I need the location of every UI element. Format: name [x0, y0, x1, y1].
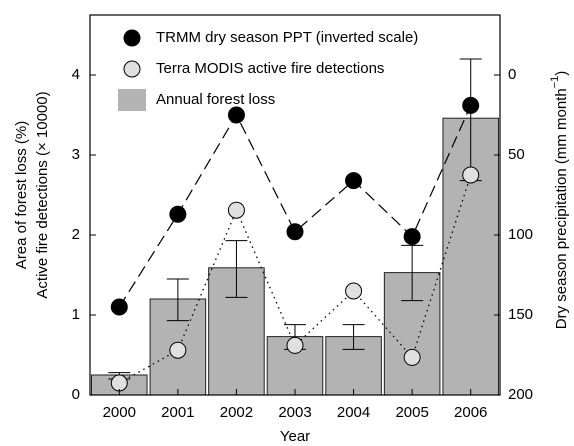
- error-bar: [166, 278, 189, 322]
- point: [462, 166, 480, 184]
- y-tick-label: 4: [72, 66, 80, 83]
- y-tick-label: 3: [72, 146, 80, 163]
- legend-swatch: [123, 60, 141, 78]
- legend-label: TRMM dry season PPT (inverted scale): [156, 29, 418, 46]
- y2-tick-label: 150: [508, 306, 533, 323]
- legend-label: Terra MODIS active fire detections: [156, 60, 384, 77]
- error-bar: [225, 240, 248, 298]
- point: [345, 282, 363, 300]
- y2-tick-label: 200: [508, 386, 533, 403]
- x-axis-label: Year: [280, 428, 310, 445]
- y-axis-label: Active fire detections (× 10000): [34, 91, 51, 298]
- x-tick-label: 2002: [220, 404, 253, 421]
- x-tick-label: 2001: [161, 404, 194, 421]
- y-axis-label: Area of forest loss (%): [13, 121, 30, 269]
- point: [110, 298, 128, 316]
- x-tick-label: 2006: [454, 404, 487, 421]
- point: [110, 374, 128, 392]
- y2-tick-label: 0: [508, 66, 516, 83]
- legend-swatch: [123, 29, 141, 47]
- y2-axis-label: Dry season precipitation (mm month−1): [549, 71, 570, 329]
- point: [286, 223, 304, 241]
- point: [227, 106, 245, 124]
- y-tick-label: 0: [72, 386, 80, 403]
- legend-label: Annual forest loss: [156, 91, 275, 108]
- point: [169, 341, 187, 359]
- error-bar: [342, 324, 365, 350]
- y-tick-label: 2: [72, 226, 80, 243]
- x-tick-label: 2003: [278, 404, 311, 421]
- x-tick-label: 2004: [337, 404, 370, 421]
- x-tick-label: 2000: [103, 404, 136, 421]
- point: [345, 172, 363, 190]
- legend-swatch: [118, 89, 146, 111]
- point: [403, 348, 421, 366]
- error-bar: [401, 244, 424, 302]
- y2-axis-label-text: Dry season precipitation (mm month: [553, 88, 570, 329]
- point: [462, 96, 480, 114]
- point: [227, 201, 245, 219]
- x-tick-label: 2005: [395, 404, 428, 421]
- y2-axis-label-end: ): [553, 71, 570, 76]
- y-tick-label: 1: [72, 306, 80, 323]
- y2-tick-label: 50: [508, 146, 525, 163]
- point: [403, 228, 421, 246]
- point: [286, 336, 304, 354]
- y2-tick-label: 100: [508, 226, 533, 243]
- y2-axis-label-sup: −1: [549, 76, 561, 89]
- point: [169, 205, 187, 223]
